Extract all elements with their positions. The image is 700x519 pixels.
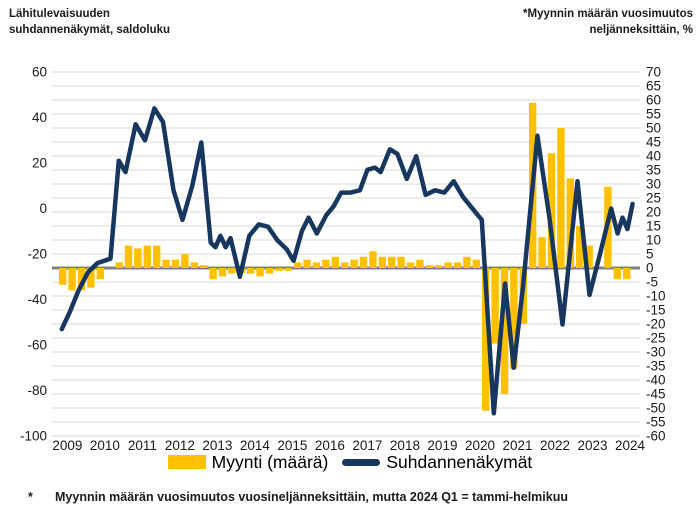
right-title-line1: *Myynnin määrän vuosimuutos: [523, 8, 693, 20]
svg-text:2019: 2019: [427, 438, 457, 453]
svg-text:-25: -25: [646, 331, 666, 346]
svg-text:-60: -60: [646, 429, 666, 444]
svg-text:-50: -50: [646, 401, 666, 416]
svg-text:-100: -100: [20, 429, 47, 444]
legend-item-myynti: Myynti (määrä): [167, 451, 329, 473]
x-axis-labels: 2009 2010 2011 2012 2013 2014 2015 2016 2017 2018…: [52, 438, 645, 453]
svg-text:2010: 2010: [90, 438, 120, 453]
svg-text:65: 65: [646, 79, 661, 94]
bar-swatch-icon: [167, 455, 206, 469]
svg-text:2016: 2016: [315, 438, 345, 453]
svg-text:-15: -15: [646, 303, 666, 318]
right-axis-ticks: 7065605550454035302520151050-5-10-15-20-…: [646, 65, 666, 444]
svg-text:10: 10: [646, 233, 661, 248]
svg-text:2009: 2009: [52, 438, 82, 453]
svg-text:55: 55: [646, 107, 661, 122]
chart-footnote: * Myynnin määrän vuosimuutos vuosineljän…: [0, 490, 700, 504]
svg-text:70: 70: [646, 65, 661, 80]
svg-text:20: 20: [32, 156, 47, 171]
svg-text:2015: 2015: [277, 438, 307, 453]
svg-text:-45: -45: [646, 387, 666, 402]
svg-text:2014: 2014: [240, 438, 271, 453]
svg-text:0: 0: [646, 261, 654, 276]
svg-text:2023: 2023: [577, 438, 607, 453]
svg-text:-10: -10: [646, 289, 666, 304]
svg-text:-60: -60: [27, 338, 47, 353]
svg-text:-35: -35: [646, 359, 666, 374]
chart-right-title: *Myynnin määrän vuosimuutos neljänneksit…: [523, 7, 693, 38]
left-axis-ticks: 60 40 20 0 -20 -40 -60 -80 -100: [20, 65, 47, 444]
svg-text:-30: -30: [646, 345, 666, 360]
svg-text:0: 0: [39, 201, 47, 216]
chart-left-title: Lähitulevaisuuden suhdannenäkymät, saldo…: [9, 7, 170, 38]
legend-label-suhdannenakymat: Suhdannenäkymät: [386, 451, 533, 472]
svg-text:-55: -55: [646, 415, 666, 430]
chart-canvas: 6040200-20-40-60-80-10070656055504540353…: [20, 65, 666, 454]
svg-text:2012: 2012: [165, 438, 195, 453]
svg-text:60: 60: [32, 65, 47, 80]
right-title-line2: neljänneksittäin, %: [589, 23, 693, 36]
bar-series-myynti: [59, 102, 631, 411]
svg-text:50: 50: [646, 121, 661, 136]
svg-text:2024: 2024: [615, 438, 646, 453]
svg-text:25: 25: [646, 191, 661, 206]
svg-text:2011: 2011: [128, 438, 157, 453]
svg-text:2020: 2020: [465, 438, 495, 453]
svg-text:5: 5: [646, 247, 654, 262]
line-series-suhdannenakymat: [59, 106, 635, 416]
legend-item-suhdannenakymat: Suhdannenäkymät: [342, 452, 532, 473]
svg-text:40: 40: [646, 149, 661, 164]
footnote-marker: *: [28, 490, 33, 504]
svg-text:2017: 2017: [352, 438, 382, 453]
svg-text:40: 40: [32, 110, 47, 125]
svg-text:2018: 2018: [390, 438, 420, 453]
left-title-line2: suhdannenäkymät, saldoluku: [9, 23, 171, 36]
svg-text:2021: 2021: [502, 438, 532, 453]
svg-text:2022: 2022: [540, 438, 570, 453]
left-title-line1: Lähitulevaisuuden: [9, 8, 110, 20]
svg-text:-5: -5: [646, 275, 658, 290]
svg-text:60: 60: [646, 93, 661, 108]
svg-text:-20: -20: [646, 317, 666, 332]
chart-legend: Myynti (määrä) Suhdannenäkymät: [0, 449, 700, 475]
line-swatch-icon: [342, 458, 381, 466]
svg-text:35: 35: [646, 163, 661, 178]
legend-label-myynti: Myynti (määrä): [211, 451, 329, 472]
svg-text:20: 20: [646, 205, 661, 220]
footnote-text: Myynnin määrän vuosimuutos vuosineljänne…: [55, 490, 568, 504]
svg-text:-40: -40: [646, 373, 666, 388]
svg-text:30: 30: [646, 177, 661, 192]
svg-text:15: 15: [646, 219, 661, 234]
svg-text:-20: -20: [27, 247, 47, 262]
svg-text:-80: -80: [27, 383, 47, 398]
svg-text:2013: 2013: [202, 438, 232, 453]
svg-text:-40: -40: [27, 292, 47, 307]
svg-text:45: 45: [646, 135, 661, 150]
